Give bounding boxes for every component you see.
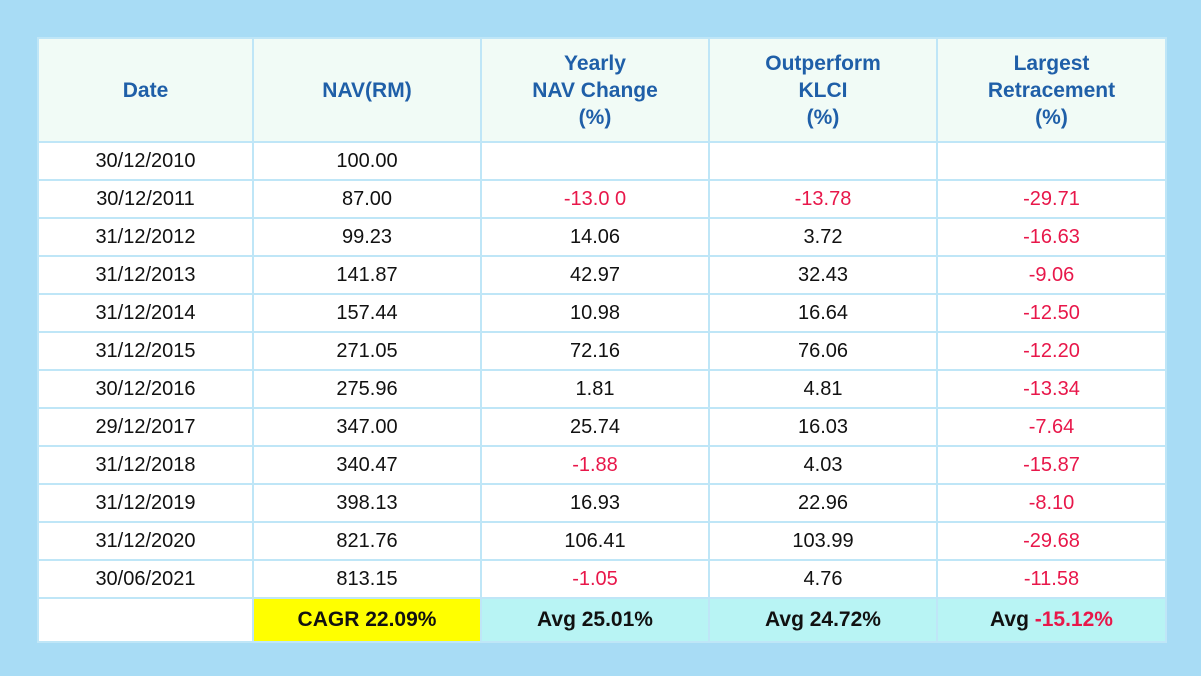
table-row: 30/12/2011 87.00 -13.0 0 -13.78 -29.71 [37,179,1167,219]
header-outperform-line3: (%) [806,105,840,129]
cell-nav: 157.44 [252,293,482,333]
cell-nav: 347.00 [252,407,482,447]
cell-outperform: 16.03 [708,407,938,447]
cell-yearly: -1.88 [480,445,710,485]
retracement-avg-prefix: Avg [990,608,1035,631]
cell-outperform: -13.78 [708,179,938,219]
header-yearly-change: Yearly NAV Change (%) [480,37,710,143]
cell-outperform: 22.96 [708,483,938,523]
cell-outperform: 4.03 [708,445,938,485]
cell-retracement: -9.06 [936,255,1167,295]
cell-outperform: 3.72 [708,217,938,257]
cell-date: 31/12/2018 [37,445,254,485]
cell-yearly: -13.0 0 [480,179,710,219]
cell-date: 31/12/2014 [37,293,254,333]
cell-yearly: 42.97 [480,255,710,295]
retracement-avg-cell: Avg -15.12% [936,597,1167,643]
cell-retracement: -11.58 [936,559,1167,599]
cell-yearly: 14.06 [480,217,710,257]
cell-date: 30/06/2021 [37,559,254,599]
cell-retracement: -12.50 [936,293,1167,333]
table-row: 30/06/2021 813.15 -1.05 4.76 -11.58 [37,559,1167,599]
retracement-avg-value: -15.12% [1034,608,1113,631]
cell-date: 31/12/2019 [37,483,254,523]
cell-outperform: 4.76 [708,559,938,599]
cell-nav: 271.05 [252,331,482,371]
table-row: 31/12/2012 99.23 14.06 3.72 -16.63 [37,217,1167,257]
cell-retracement: -12.20 [936,331,1167,371]
summary-blank-cell [37,597,254,643]
header-yearly-line2: NAV Change [532,78,658,102]
cell-outperform: 4.81 [708,369,938,409]
cell-retracement: -13.34 [936,369,1167,409]
cell-yearly: 10.98 [480,293,710,333]
cell-date: 30/12/2010 [37,141,254,181]
table-row: 31/12/2018 340.47 -1.88 4.03 -15.87 [37,445,1167,485]
cell-retracement: -8.10 [936,483,1167,523]
cell-outperform: 103.99 [708,521,938,561]
table-row: 31/12/2020 821.76 106.41 103.99 -29.68 [37,521,1167,561]
cell-nav: 813.15 [252,559,482,599]
cell-date: 31/12/2015 [37,331,254,371]
outperform-avg-cell: Avg 24.72% [708,597,938,643]
cell-nav: 141.87 [252,255,482,295]
cell-retracement: -16.63 [936,217,1167,257]
header-outperform-klci: Outperform KLCI (%) [708,37,938,143]
cell-yearly: 16.93 [480,483,710,523]
table-row: 29/12/2017 347.00 25.74 16.03 -7.64 [37,407,1167,447]
table-row: 31/12/2019 398.13 16.93 22.96 -8.10 [37,483,1167,523]
header-yearly-line1: Yearly [564,51,626,75]
cell-yearly: 25.74 [480,407,710,447]
table-row: 31/12/2015 271.05 72.16 76.06 -12.20 [37,331,1167,371]
header-nav: NAV(RM) [252,37,482,143]
cell-date: 30/12/2016 [37,369,254,409]
cell-retracement [936,141,1167,181]
table-row: 30/12/2016 275.96 1.81 4.81 -13.34 [37,369,1167,409]
cell-outperform [708,141,938,181]
cell-retracement: -29.71 [936,179,1167,219]
cell-outperform: 76.06 [708,331,938,371]
cell-yearly [480,141,710,181]
cell-nav: 275.96 [252,369,482,409]
cell-yearly: -1.05 [480,559,710,599]
table-row: 31/12/2014 157.44 10.98 16.64 -12.50 [37,293,1167,333]
cell-yearly: 1.81 [480,369,710,409]
cell-nav: 398.13 [252,483,482,523]
table-row: 30/12/2010 100.00 [37,141,1167,181]
cell-date: 31/12/2012 [37,217,254,257]
table-body: 30/12/2010 100.00 30/12/2011 87.00 -13.0… [37,141,1167,599]
header-row: Date NAV(RM) Yearly NAV Change (%) Outpe… [37,37,1167,143]
header-yearly-line3: (%) [578,105,612,129]
cell-retracement: -29.68 [936,521,1167,561]
header-retracement-line1: Largest [1013,51,1090,75]
summary-row: CAGR 22.09% Avg 25.01% Avg 24.72% Avg -1… [37,597,1167,643]
cagr-cell: CAGR 22.09% [252,597,482,643]
cell-nav: 99.23 [252,217,482,257]
cell-outperform: 16.64 [708,293,938,333]
header-outperform-line1: Outperform [765,51,881,75]
cell-nav: 87.00 [252,179,482,219]
header-retracement-line3: (%) [1035,105,1068,129]
cell-date: 31/12/2013 [37,255,254,295]
cell-retracement: -7.64 [936,407,1167,447]
cell-nav: 100.00 [252,141,482,181]
nav-performance-table: Date NAV(RM) Yearly NAV Change (%) Outpe… [37,37,1167,643]
cell-nav: 340.47 [252,445,482,485]
cell-yearly: 106.41 [480,521,710,561]
cell-yearly: 72.16 [480,331,710,371]
cell-date: 31/12/2020 [37,521,254,561]
yearly-avg-cell: Avg 25.01% [480,597,710,643]
table-row: 31/12/2013 141.87 42.97 32.43 -9.06 [37,255,1167,295]
header-largest-retracement: Largest Retracement (%) [936,37,1167,143]
header-retracement-line2: Retracement [987,78,1116,102]
cell-date: 29/12/2017 [37,407,254,447]
cell-date: 30/12/2011 [37,179,254,219]
cell-nav: 821.76 [252,521,482,561]
cell-outperform: 32.43 [708,255,938,295]
header-date: Date [37,37,254,143]
header-outperform-line2: KLCI [798,78,848,102]
cell-retracement: -15.87 [936,445,1167,485]
